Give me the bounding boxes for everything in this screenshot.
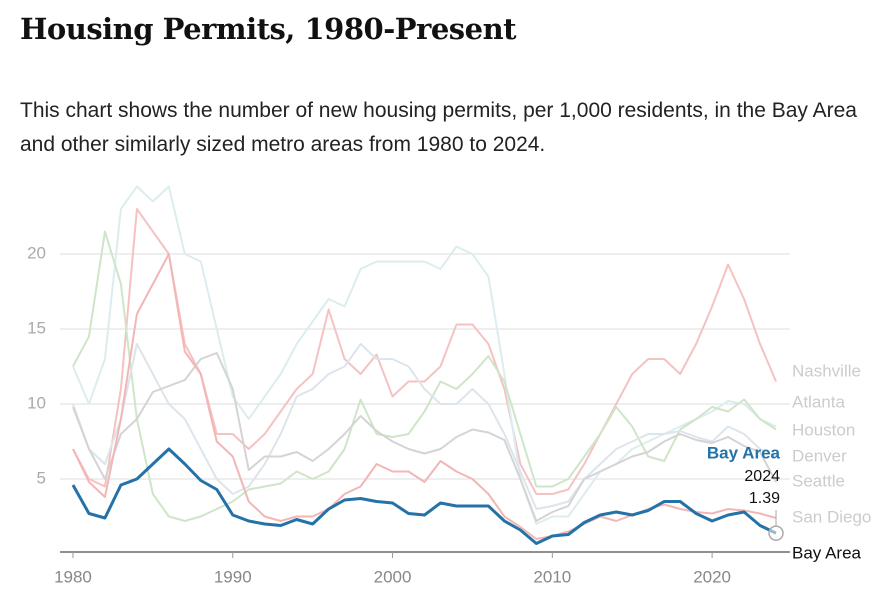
y-tick-label: 5 [37, 468, 46, 487]
x-tick-label: 2010 [533, 567, 571, 586]
chart-subtitle: This chart shows the number of new housi… [20, 99, 857, 156]
x-tick-label: 2020 [693, 567, 731, 586]
series-label: Houston [792, 420, 855, 439]
series-label: Atlanta [792, 392, 845, 411]
end-point [768, 525, 784, 541]
annotation-year: 2024 [744, 468, 780, 485]
x-tick-label: 1990 [214, 567, 252, 586]
y-tick-label: 10 [27, 393, 46, 412]
x-tick-label: 1980 [54, 567, 92, 586]
series-label: Nashville [792, 361, 861, 380]
series-line [72, 343, 777, 510]
series-label: Seattle [792, 471, 845, 490]
y-tick-label: 20 [27, 243, 46, 262]
series-line [72, 253, 777, 540]
series-line [71, 447, 777, 545]
series-line [72, 230, 777, 522]
series-label: San Diego [792, 507, 871, 526]
annotation-value: 1.39 [749, 490, 780, 507]
annotation-name: Bay Area [707, 443, 781, 462]
x-tick-label: 2000 [374, 567, 412, 586]
chart-title: Housing Permits, 1980-Present [20, 12, 517, 46]
series-label: Bay Area [792, 543, 862, 562]
series-line [72, 352, 777, 522]
series-line [72, 185, 777, 525]
y-tick-label: 15 [27, 318, 46, 337]
series-line [72, 208, 777, 495]
series-label: Denver [792, 446, 847, 465]
